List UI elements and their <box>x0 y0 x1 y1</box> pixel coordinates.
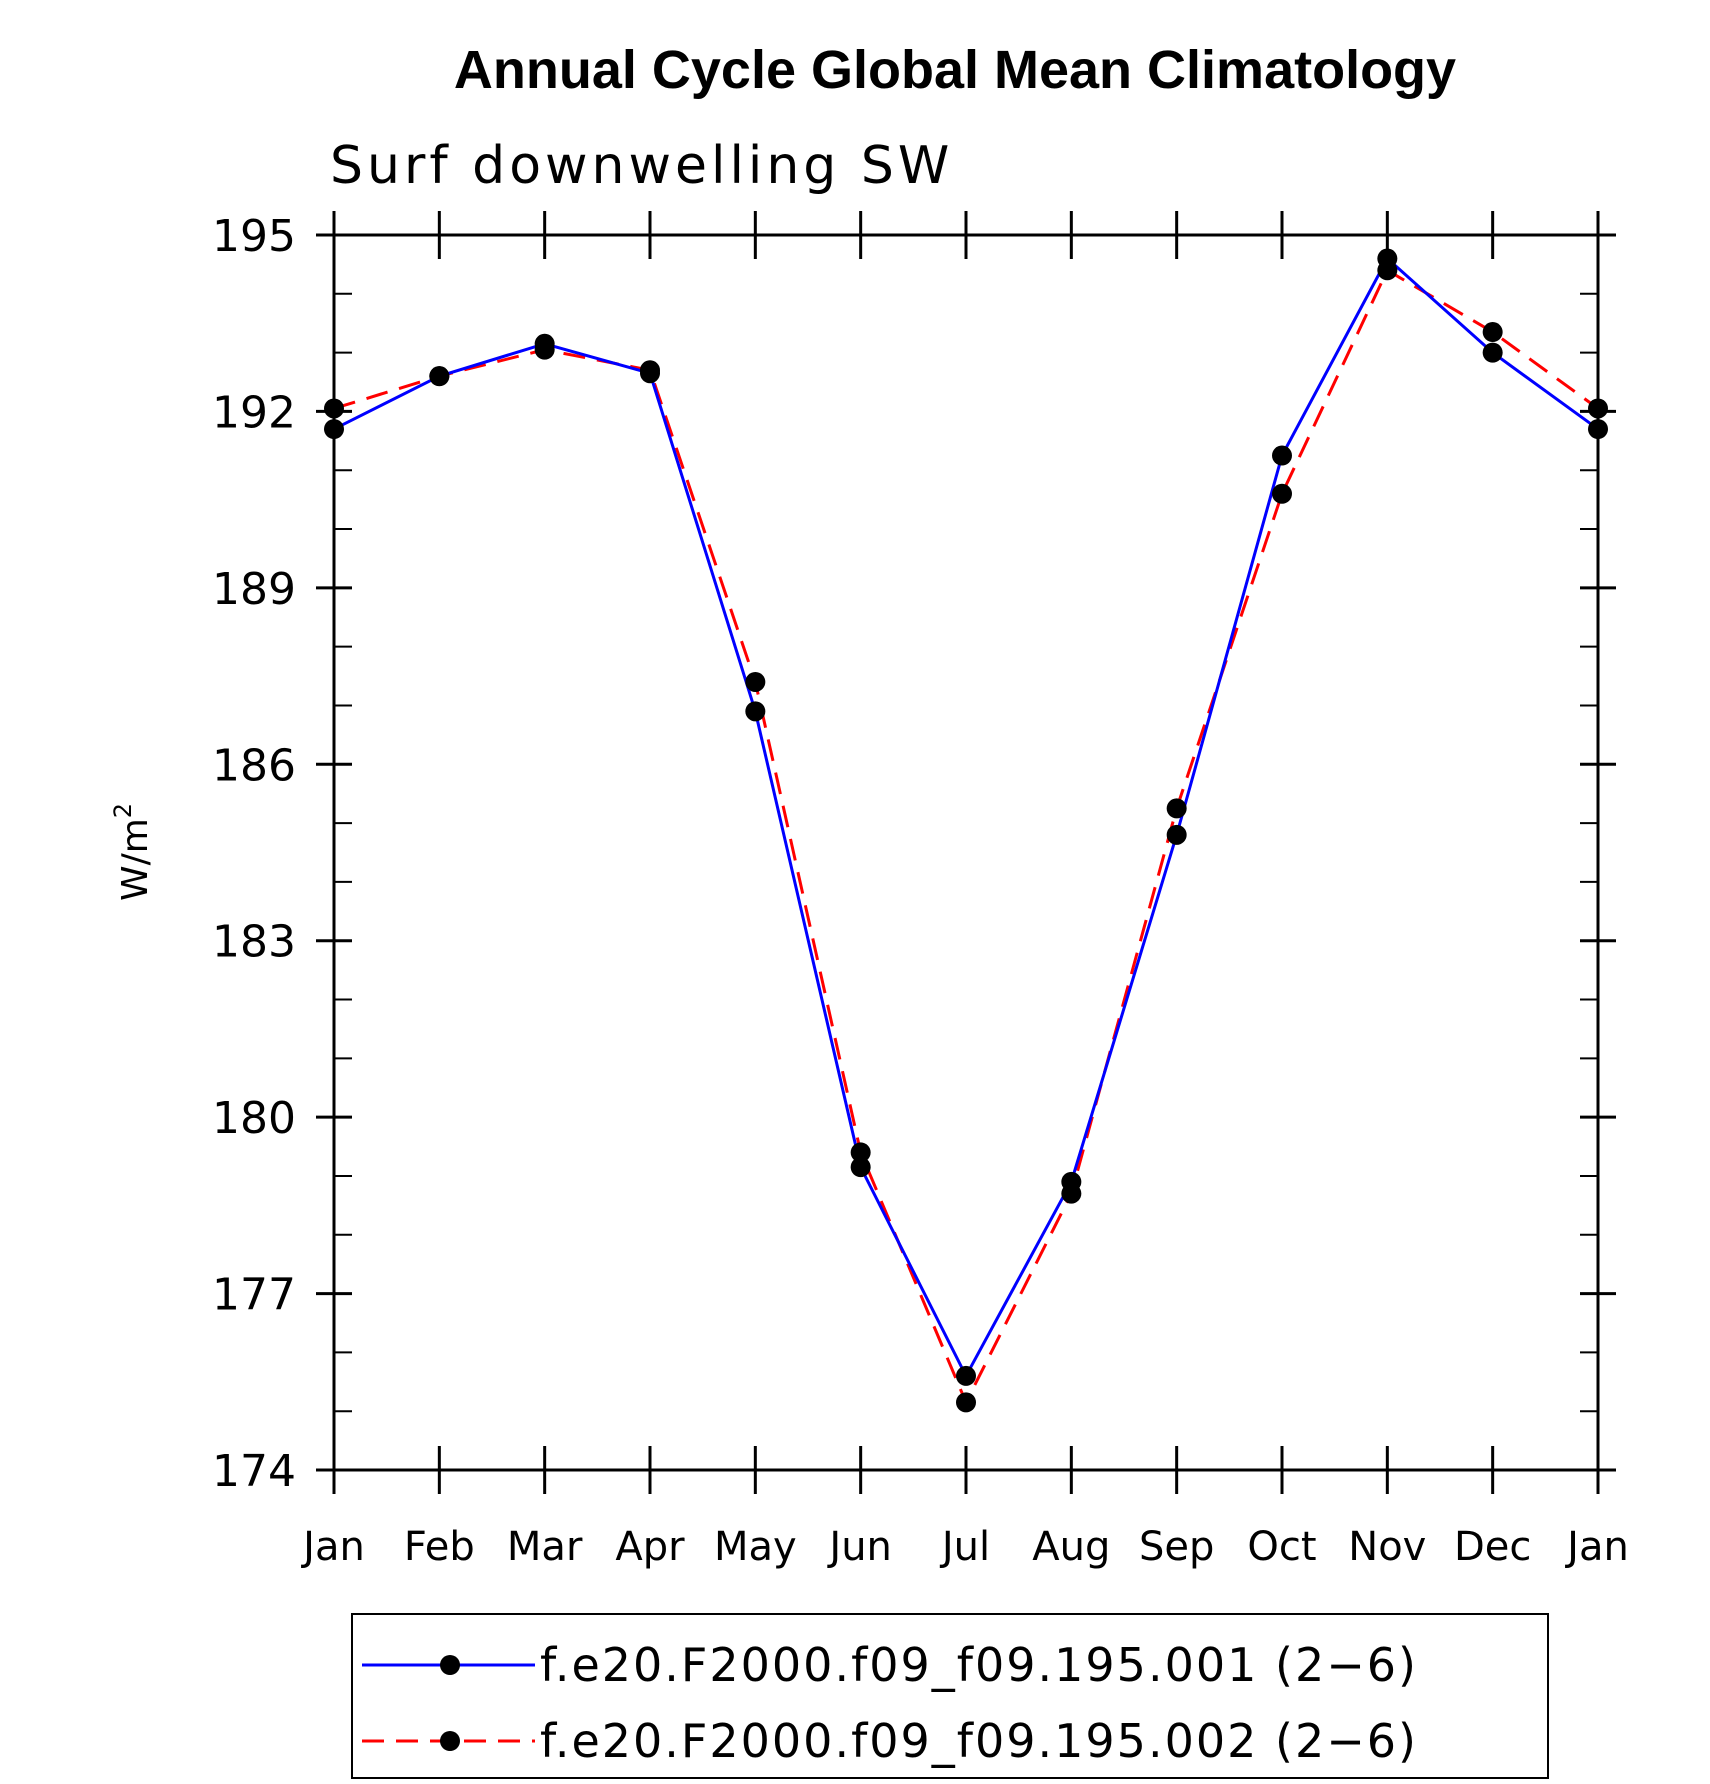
data-point <box>1272 483 1292 504</box>
x-tick-label: Jan <box>1564 1524 1629 1570</box>
y-tick-labels: 174 177 180 183 186 189 192 195 <box>212 211 296 1497</box>
data-point <box>956 1365 976 1386</box>
data-point <box>1061 1183 1082 1204</box>
data-point <box>1166 798 1187 819</box>
data-point <box>1482 342 1503 363</box>
data-point <box>1482 322 1503 343</box>
y-tick-label: 180 <box>212 1093 296 1144</box>
y-tick-label: 189 <box>212 564 296 615</box>
data-point <box>1588 419 1608 440</box>
data-point <box>745 701 766 722</box>
chart-subtitle: Surf downwelling SW <box>330 136 953 196</box>
x-tick-label: Jun <box>826 1524 892 1570</box>
data-point <box>1272 445 1292 466</box>
data-point <box>1377 260 1398 281</box>
series-line <box>333 256 1599 1380</box>
data-point <box>429 366 450 387</box>
data-point <box>956 1392 976 1413</box>
legend-label: f.e20.F2000.f09_f09.195.002 (2−6) <box>540 1714 1418 1768</box>
plot-frame <box>332 233 1600 1472</box>
legend: f.e20.F2000.f09_f09.195.001 (2−6) f.e20.F… <box>362 1638 1418 1768</box>
y-tick-label: 174 <box>212 1446 296 1497</box>
legend-box <box>351 1613 1549 1779</box>
data-point <box>324 419 344 440</box>
axis-ticks <box>316 211 1616 1494</box>
y-tick-label: 177 <box>212 1270 296 1321</box>
legend-label: f.e20.F2000.f09_f09.195.001 (2−6) <box>540 1638 1418 1692</box>
series-line <box>333 268 1599 1406</box>
data-point <box>850 1157 871 1178</box>
data-point <box>1166 824 1187 845</box>
x-tick-label: Jan <box>300 1524 365 1570</box>
x-tick-label: Sep <box>1139 1524 1214 1570</box>
legend-marker <box>440 1655 460 1675</box>
y-tick-label: 195 <box>212 211 296 262</box>
y-tick-label: 186 <box>212 740 296 791</box>
x-tick-label: Nov <box>1348 1524 1426 1570</box>
data-point <box>850 1142 871 1163</box>
x-tick-label: Oct <box>1247 1524 1316 1570</box>
data-point <box>640 360 660 381</box>
data-point <box>534 339 555 360</box>
series-layer <box>324 248 1608 1413</box>
data-point <box>745 671 766 692</box>
x-tick-label: Apr <box>615 1524 685 1570</box>
data-point <box>324 398 344 419</box>
x-tick-label: May <box>714 1524 797 1570</box>
data-point <box>1588 398 1608 419</box>
x-tick-label: Dec <box>1454 1524 1531 1570</box>
x-tick-label: Jul <box>939 1524 990 1570</box>
x-tick-label: Aug <box>1032 1524 1110 1570</box>
y-tick-label: 192 <box>212 387 296 438</box>
y-tick-label: 183 <box>212 917 296 968</box>
x-tick-label: Feb <box>404 1524 475 1570</box>
x-tick-label: Mar <box>507 1524 583 1570</box>
chart-title: Annual Cycle Global Mean Climatology <box>454 40 1456 100</box>
y-axis-label: W/m2 <box>109 803 156 901</box>
x-tick-labels: Jan Feb Mar Apr May Jun Jul Aug Sep Oct Nov Dec Jan <box>300 1524 1629 1570</box>
legend-marker <box>440 1731 460 1751</box>
